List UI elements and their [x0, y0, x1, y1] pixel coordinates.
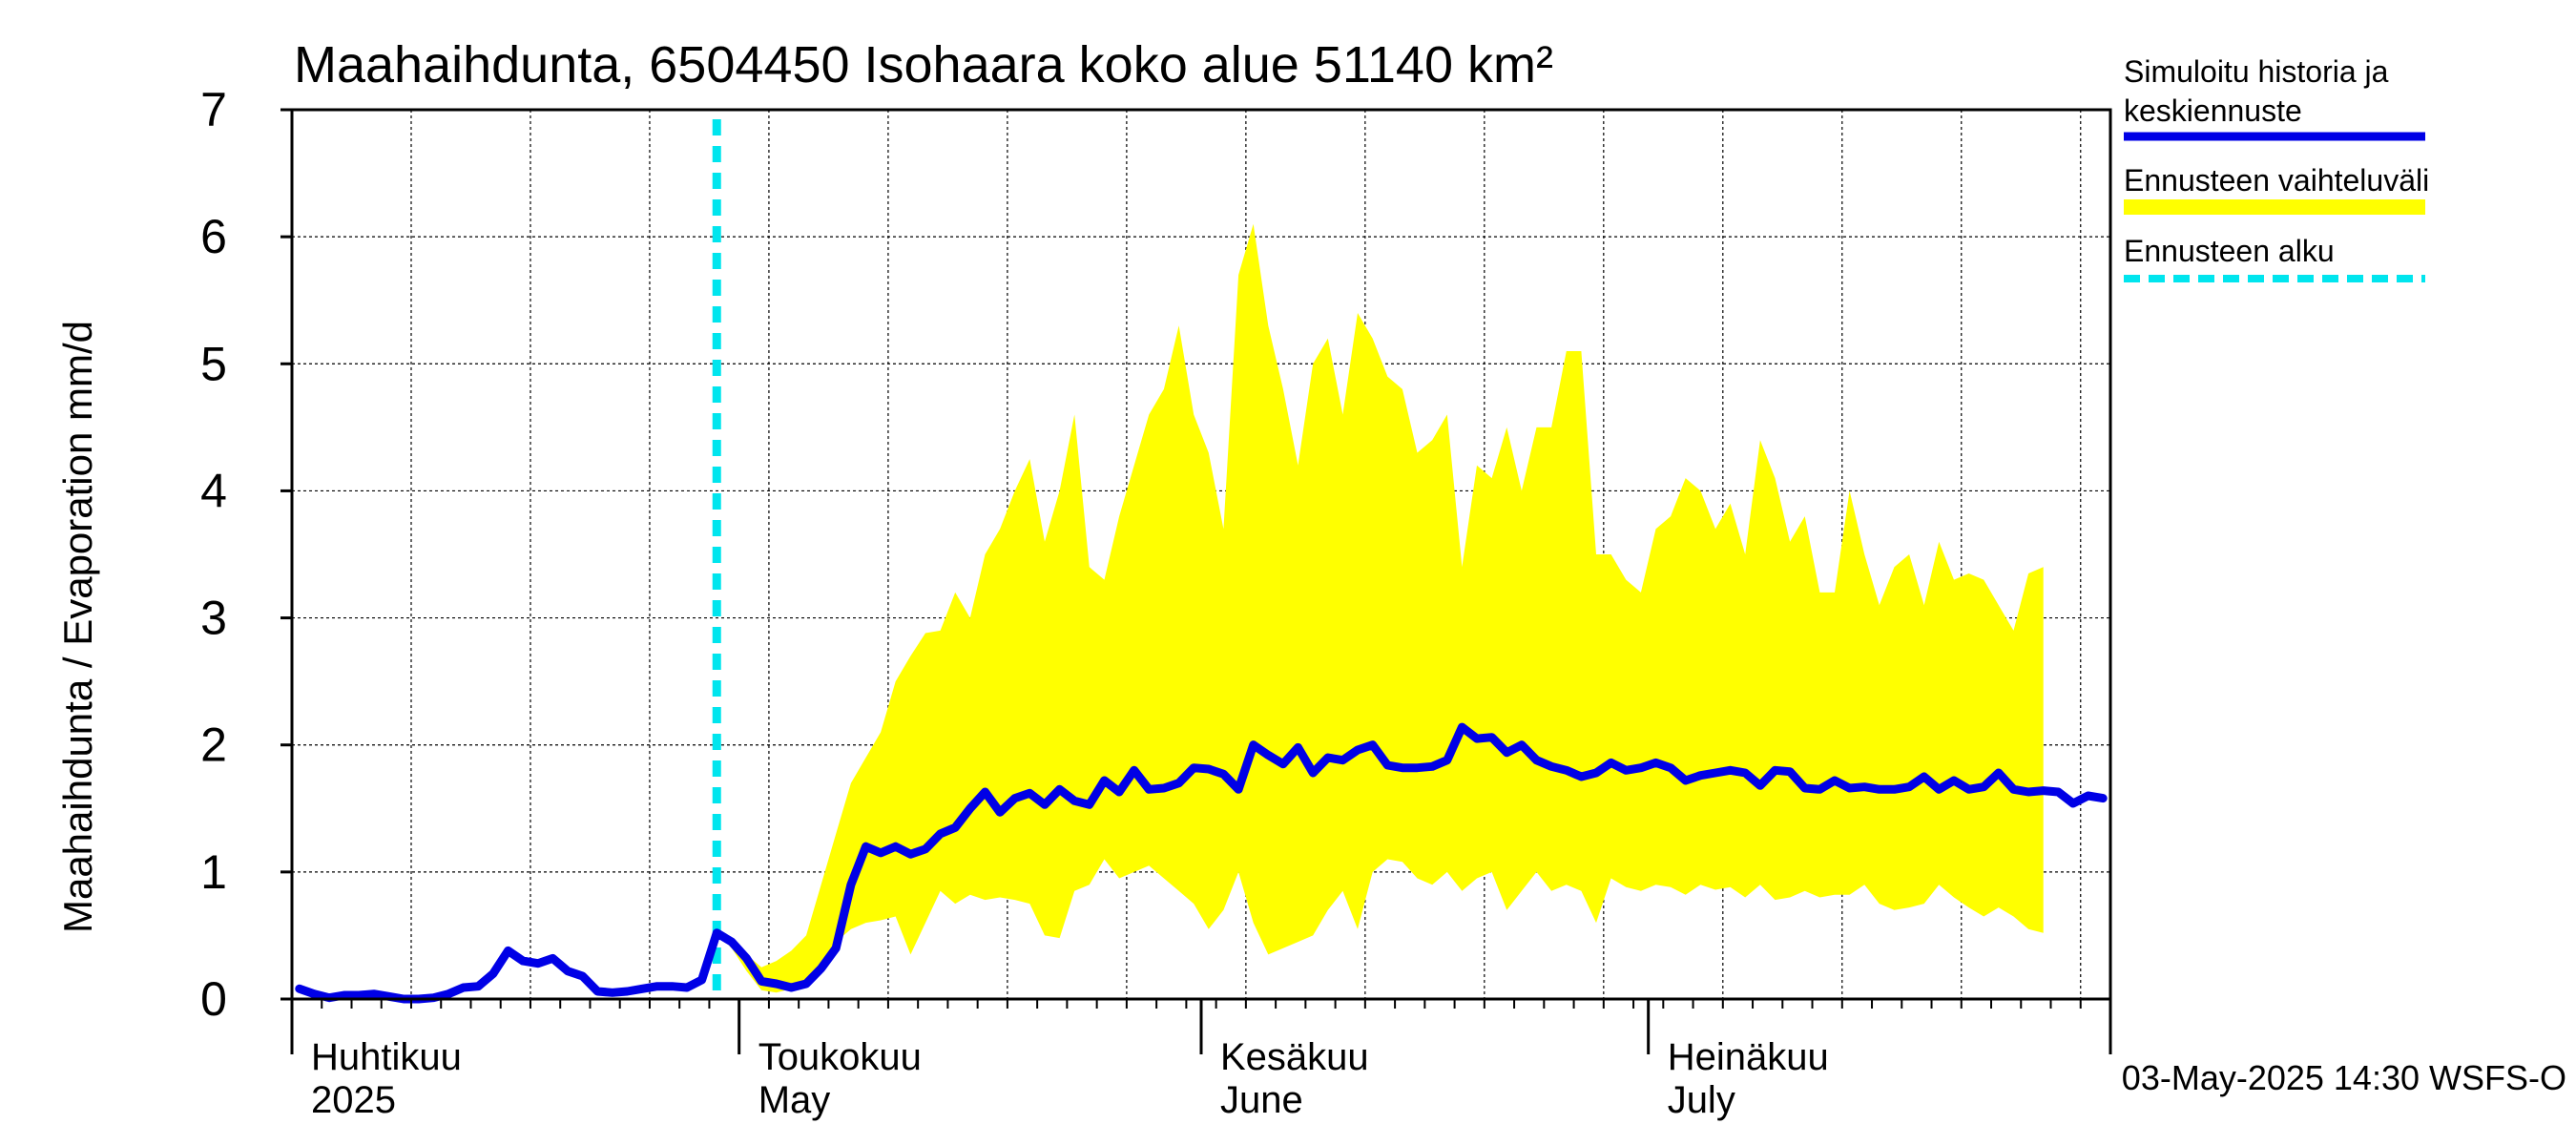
chart-title: Maahaihdunta, 6504450 Isohaara koko alue… — [294, 36, 1553, 94]
y-tick-label: 7 — [200, 83, 227, 136]
median-line — [295, 722, 2108, 1004]
footer-timestamp: 03-May-2025 14:30 WSFS-O — [2122, 1058, 2566, 1097]
x-month-label-en: July — [1668, 1079, 1735, 1121]
y-tick-label: 6 — [200, 210, 227, 263]
x-month-label-en: 2025 — [311, 1079, 396, 1121]
y-tick-label: 5 — [200, 337, 227, 390]
y-axis-label: Maahaihdunta / Evaporation mm/d — [55, 321, 100, 933]
legend-label: Ennusteen vaihteluväli — [2124, 163, 2429, 198]
legend: Simuloitu historia ja keskiennuste Ennuste… — [2124, 54, 2429, 282]
x-month-label: Toukokuu — [758, 1036, 922, 1078]
legend-label: keskiennuste — [2124, 94, 2302, 128]
y-axis: 0 1 2 3 4 5 6 7 — [200, 83, 292, 1026]
y-tick-label: 1 — [200, 845, 227, 899]
y-tick-label: 3 — [200, 592, 227, 645]
legend-label: Simuloitu historia ja — [2124, 54, 2389, 89]
y-tick-label: 0 — [200, 972, 227, 1026]
x-month-label: Kesäkuu — [1220, 1036, 1369, 1078]
y-tick-label: 2 — [200, 718, 227, 772]
x-month-label-en: May — [758, 1079, 831, 1121]
legend-label: Ennusteen alku — [2124, 234, 2335, 268]
x-month-label: Heinäkuu — [1668, 1036, 1829, 1078]
series-lines — [295, 119, 2108, 1004]
x-month-label-en: June — [1220, 1079, 1303, 1121]
y-tick-label: 4 — [200, 464, 227, 517]
x-month-label: Huhtikuu — [311, 1036, 462, 1078]
